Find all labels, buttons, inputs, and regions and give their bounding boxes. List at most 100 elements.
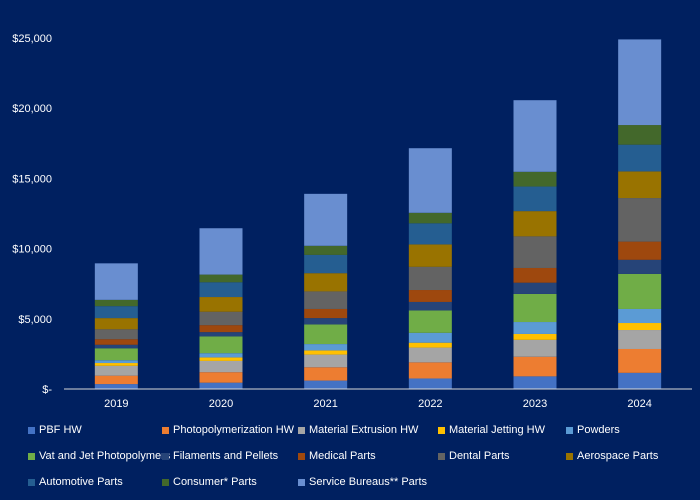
bar-segment (618, 241, 662, 260)
legend-item: PBF HW (28, 424, 82, 436)
legend-label: Aerospace Parts (577, 450, 659, 462)
legend-item: Powders (566, 424, 620, 436)
bar-segment (513, 282, 557, 294)
legend-swatch (566, 426, 573, 434)
legend-label: Consumer* Parts (173, 476, 257, 488)
legend-item: Material Extrusion HW (298, 424, 418, 436)
bar-segment (408, 301, 452, 311)
legend-label: Photopolymerization HW (173, 424, 295, 436)
x-tick-label: 2019 (104, 398, 128, 410)
legend-label: Powders (577, 424, 620, 436)
bar-segment (199, 282, 243, 298)
bar-segment (618, 323, 662, 331)
bar-segment (94, 306, 138, 319)
x-axis: 2019 2020 2021 2022 2023 2024 (104, 398, 652, 410)
legend-item: Vat and Jet Photopolymers (28, 450, 170, 462)
bar-segment (94, 360, 138, 364)
y-tick-label: $10,000 (12, 244, 52, 256)
bar-segment (199, 325, 243, 333)
bar-segment (408, 310, 452, 333)
bar-segment (513, 293, 557, 323)
legend-label: Automotive Parts (39, 476, 123, 488)
legend-swatch (162, 478, 169, 486)
bar-segment (408, 223, 452, 245)
bar-segment (513, 322, 557, 334)
bar-segment (94, 363, 138, 366)
bar-segment (618, 348, 662, 373)
bar-segment (94, 348, 138, 361)
legend-label: PBF HW (39, 424, 82, 436)
legend-label: Material Extrusion HW (309, 424, 419, 436)
legend-item: Automotive Parts (28, 476, 123, 488)
bar-segment (199, 372, 243, 383)
legend-label: Service Bureaus** Parts (309, 476, 427, 488)
bar-segment (199, 228, 243, 275)
legend-swatch (28, 478, 35, 486)
x-tick-label: 2020 (209, 398, 233, 410)
bar-segment (199, 274, 243, 283)
bar-segment (304, 254, 348, 274)
legend-item: Photopolymerization HW (162, 424, 294, 436)
bar-segment (304, 273, 348, 292)
bar-segment (304, 367, 348, 381)
bar-segment (199, 332, 243, 337)
legend-swatch (438, 426, 445, 434)
bar-segment (513, 171, 557, 187)
bar-segment (408, 332, 452, 343)
bar-segment (94, 318, 138, 330)
y-tick-label: $25,000 (12, 33, 52, 45)
bar-segment (618, 273, 662, 309)
bar-segment (304, 291, 348, 309)
legend-swatch (566, 452, 573, 460)
bar-stacks (94, 39, 662, 389)
bar-segment (94, 339, 138, 345)
y-tick-label: $15,000 (12, 173, 52, 185)
bar-segment (618, 330, 662, 349)
x-tick-label: 2022 (418, 398, 442, 410)
bar-segment (618, 39, 662, 126)
y-tick-label: $5,000 (18, 314, 52, 326)
bar-segment (94, 344, 138, 349)
bar-segment (513, 211, 557, 237)
bar-segment (304, 380, 348, 389)
y-tick-label: $- (42, 384, 52, 396)
bar-segment (199, 357, 243, 361)
legend-item: Dental Parts (438, 450, 510, 462)
bar-segment (199, 297, 243, 312)
bar-segment (513, 376, 557, 389)
legend-label: Vat and Jet Photopolymers (39, 450, 171, 462)
bar-segment (408, 342, 452, 348)
legend-item: Filaments and Pellets (162, 450, 278, 462)
bar-segment (513, 333, 557, 340)
legend-item: Aerospace Parts (566, 450, 658, 462)
legend-swatch (438, 452, 445, 460)
bar-segment (408, 266, 452, 291)
legend-item: Consumer* Parts (162, 476, 257, 488)
bar-segment (199, 336, 243, 354)
legend-swatch (298, 452, 305, 460)
bar-segment (199, 360, 243, 373)
x-tick-label: 2024 (627, 398, 651, 410)
bar-segment (304, 350, 348, 355)
bar-segment (94, 299, 138, 307)
bar-segment (513, 186, 557, 212)
bar-segment (304, 344, 348, 351)
legend-label: Material Jetting HW (449, 424, 545, 436)
bar-segment (304, 324, 348, 345)
bar-segment (408, 148, 452, 213)
bar-segment (618, 171, 662, 199)
bar-segment (513, 339, 557, 357)
legend-item: Material Jetting HW (438, 424, 545, 436)
bar-segment (513, 100, 557, 172)
legend-item: Service Bureaus** Parts (298, 476, 427, 488)
legend-swatch (162, 452, 169, 460)
bar-segment (199, 311, 243, 326)
bar-segment (513, 236, 557, 268)
legend-swatch (298, 478, 305, 486)
y-axis: $- $5,000 $10,000 $15,000 $20,000 $25,000 (12, 33, 52, 396)
bar-segment (408, 362, 452, 379)
legend-label: Dental Parts (449, 450, 510, 462)
bar-segment (94, 329, 138, 340)
bar-segment (304, 245, 348, 255)
bar-segment (304, 308, 348, 319)
